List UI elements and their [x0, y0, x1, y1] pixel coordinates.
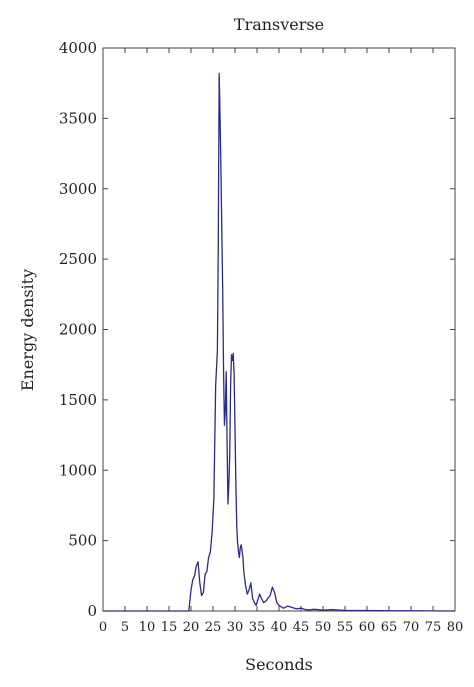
- x-tick-label: 0: [99, 620, 107, 635]
- x-axis: 0 5 10 15 20 25 30 35 40 45 50 55 60 65 70 75 80: [99, 48, 463, 635]
- x-tick-label: 50: [315, 620, 332, 635]
- x-tick-label: 65: [381, 620, 398, 635]
- x-tick-label: 20: [183, 620, 200, 635]
- x-tick-label: 40: [271, 620, 288, 635]
- y-tick-label: 500: [68, 532, 97, 550]
- y-tick-label: 3500: [59, 109, 97, 127]
- energy-density-series-line: [103, 72, 456, 612]
- chart-title: Transverse: [234, 15, 324, 34]
- x-tick-label: 30: [227, 620, 244, 635]
- y-axis: 0 500 1000 1500 2000 2500 3000 3500 4000: [59, 39, 455, 620]
- y-tick-label: 0: [87, 602, 97, 620]
- x-tick-label: 15: [161, 620, 178, 635]
- y-tick-label: 3000: [59, 180, 97, 198]
- y-tick-label: 2000: [59, 321, 97, 339]
- x-tick-label: 70: [403, 620, 420, 635]
- x-tick-label: 25: [205, 620, 222, 635]
- y-axis-label: Energy density: [18, 269, 37, 391]
- x-tick-label: 80: [447, 620, 464, 635]
- y-tick-label: 2500: [59, 250, 97, 268]
- y-tick-label: 1500: [59, 391, 97, 409]
- plot-area-frame: [102, 47, 456, 612]
- x-tick-label: 35: [249, 620, 266, 635]
- y-tick-label: 4000: [59, 39, 97, 57]
- x-tick-label: 5: [121, 620, 129, 635]
- x-tick-label: 45: [293, 620, 310, 635]
- x-tick-label: 10: [139, 620, 156, 635]
- x-axis-label: Seconds: [245, 655, 313, 674]
- y-tick-label: 1000: [59, 461, 97, 479]
- x-tick-label: 55: [337, 620, 354, 635]
- x-tick-label: 75: [425, 620, 442, 635]
- x-tick-label: 60: [359, 620, 376, 635]
